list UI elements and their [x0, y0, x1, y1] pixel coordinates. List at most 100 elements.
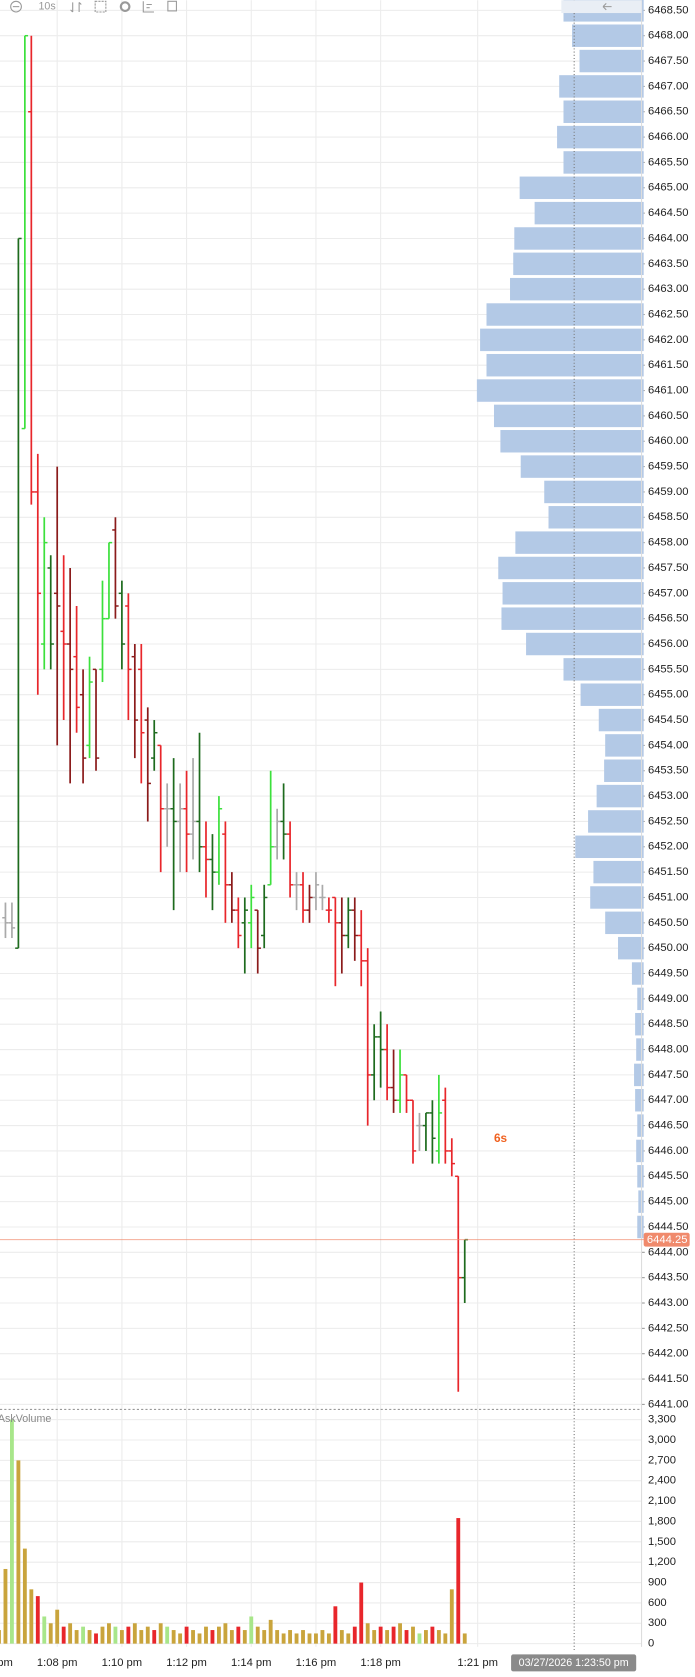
- volume-bar: [191, 1630, 195, 1644]
- profile-bar: [548, 506, 644, 529]
- volume-bar: [417, 1633, 422, 1644]
- x-tick-label: 1:16 pm: [296, 1657, 337, 1669]
- volume-bar: [449, 1589, 454, 1644]
- volume-bar: [430, 1626, 435, 1644]
- y-tick-label: 1,500: [648, 1536, 676, 1548]
- volume-bar: [314, 1633, 318, 1644]
- volume-bar: [398, 1623, 402, 1644]
- volume-bar: [119, 1630, 124, 1644]
- annotation: 6s: [494, 1132, 508, 1145]
- volume-bar: [217, 1626, 221, 1644]
- y-tick-label: 6452.00: [648, 841, 689, 853]
- collapse-arrow: [602, 3, 612, 11]
- profile-layer: [476, 0, 644, 1239]
- profile-bar: [493, 404, 644, 428]
- x-tick-label: 1:12 pm: [166, 1657, 207, 1669]
- profile-bar: [480, 328, 644, 352]
- profile-bar: [636, 1139, 644, 1163]
- volume-bar: [359, 1582, 364, 1644]
- y-tick-label: 6454.00: [648, 739, 689, 751]
- y-tick-label: 6455.50: [648, 663, 689, 675]
- profile-bar: [596, 784, 644, 808]
- volume-bar: [268, 1619, 273, 1644]
- y-tick-label: 6464.50: [648, 207, 689, 219]
- volume-bar: [61, 1626, 66, 1644]
- crosshair-time-box: [511, 1654, 637, 1672]
- y-tick-label: 6462.00: [648, 334, 689, 346]
- volume-bar: [22, 1548, 27, 1644]
- zoom-out-icon[interactable]: [10, 0, 22, 13]
- volume-bar: [171, 1630, 176, 1644]
- y-tick-label: 6462.50: [648, 308, 689, 320]
- volume-bar: [68, 1623, 73, 1644]
- y-tick-label: 6441.50: [648, 1373, 689, 1385]
- volume-bar: [372, 1630, 377, 1644]
- y-tick-label: 6461.00: [648, 385, 689, 397]
- volume-bar: [197, 1633, 202, 1644]
- y-tick-label: 6447.50: [648, 1069, 689, 1081]
- y-tick-label: 6468.00: [648, 30, 689, 42]
- profile-bar: [575, 835, 644, 859]
- y-tick-label: 2,100: [648, 1495, 676, 1507]
- volume-bar: [158, 1623, 163, 1644]
- y-tick-label: 6459.50: [648, 461, 689, 473]
- y-tick-label: 6455.00: [648, 689, 689, 701]
- volume-bar: [333, 1606, 338, 1644]
- last-price-label: 6444.25: [647, 1234, 688, 1246]
- toolbar[interactable]: 10s: [10, 0, 642, 14]
- y-tick-label: 300: [648, 1617, 667, 1629]
- volume-bar: [404, 1630, 409, 1644]
- y-tick-label: 6466.00: [648, 131, 689, 143]
- volume-bar: [223, 1623, 228, 1644]
- volume-bar: [411, 1626, 415, 1644]
- y-tick-label: 6457.50: [648, 562, 689, 574]
- volume-bar: [0, 1630, 1, 1644]
- profile-bar: [605, 911, 644, 935]
- volume-bar: [456, 1518, 461, 1644]
- y-tick-label: 6444.00: [648, 1246, 689, 1258]
- x-tick-label: 1:14 pm: [231, 1657, 272, 1669]
- y-tick-label: 6453.50: [648, 765, 689, 777]
- volume-bar: [365, 1623, 370, 1644]
- profile-bar: [498, 556, 644, 580]
- profile-bar: [563, 658, 644, 681]
- volume-bar: [294, 1633, 299, 1644]
- y-tick-label: 6461.50: [648, 359, 689, 371]
- volume-bar: [255, 1626, 260, 1644]
- volume-bar: [81, 1626, 86, 1644]
- volume-bar: [16, 1460, 21, 1644]
- x-tick-label: 1:06 pm: [0, 1657, 13, 1669]
- y-tick-label: 6460.00: [648, 435, 689, 447]
- y-tick-label: 6453.00: [648, 790, 689, 802]
- volume-bar: [113, 1626, 118, 1644]
- interval-label[interactable]: 10s: [38, 0, 55, 12]
- volume-bar: [204, 1626, 208, 1644]
- volume-bar: [9, 1419, 14, 1644]
- volume-bar: [443, 1633, 448, 1644]
- x-tick-label: 1:10 pm: [102, 1657, 143, 1669]
- profile-bar: [634, 1063, 644, 1087]
- sort-icon[interactable]: [70, 1, 82, 13]
- layout-icon[interactable]: [142, 1, 154, 13]
- volume-bar: [126, 1626, 131, 1644]
- select-icon[interactable]: [94, 0, 107, 13]
- volume-bar: [249, 1616, 254, 1644]
- y-tick-label: 6467.50: [648, 55, 689, 67]
- volume-bar: [352, 1626, 357, 1644]
- profile-bar: [580, 683, 644, 706]
- volume-bar: [301, 1630, 305, 1644]
- volume-bar: [107, 1623, 111, 1644]
- settings-icon[interactable]: [119, 1, 131, 12]
- profile-bar: [476, 379, 644, 402]
- copy-icon[interactable]: [167, 0, 177, 12]
- y-tick-label: 6463.50: [648, 258, 689, 270]
- y-tick-label: 900: [648, 1577, 667, 1589]
- profile-bar: [563, 151, 644, 174]
- y-tick-label: 6446.00: [648, 1145, 689, 1157]
- collapse-button[interactable]: [561, 0, 642, 14]
- y-tick-label: 6457.00: [648, 587, 689, 599]
- y-tick-label: 6442.00: [648, 1348, 689, 1360]
- volume-bar: [165, 1626, 170, 1644]
